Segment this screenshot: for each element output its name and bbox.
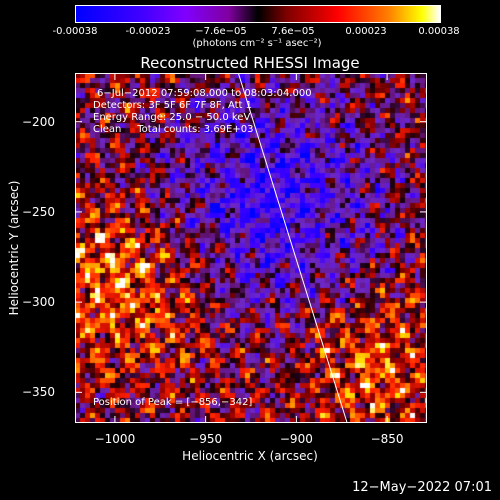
plot-frame [75,73,427,423]
plot-timestamp: 12−May−2022 07:01 [352,480,492,495]
colorbar-tick-label: -0.00038 [52,26,98,37]
y-tick-label: −250 [22,204,55,219]
y-tick-label: −300 [22,295,55,310]
colorbar [75,5,441,23]
plot-overlay [75,73,427,423]
colorbar-tick-label: 0.00038 [418,26,460,37]
y-tick-label: −200 [22,114,55,129]
colorbar-tick-label: 0.00023 [345,26,387,37]
heatmap-image [75,73,427,423]
energy-range-label: Energy Range: 25.0 − 50.0 keV [93,112,251,123]
x-tick-label: −900 [279,432,313,446]
plot-area [75,73,427,423]
x-tick-label: −1000 [94,432,136,446]
colorbar-tick-label: 7.6e−05 [271,26,315,37]
chart-title: Reconstructed RHESSI Image [140,54,360,72]
colorbar-tick-label: −7.6e−05 [195,26,247,37]
clean-counts-label: Clean Total counts: 3.69E+03 [93,124,254,135]
y-axis-label: Heliocentric Y (arcsec) [7,180,21,316]
detectors-label: Detectors: 3F 5F 6F 7F 8F, Att 1 [93,100,253,111]
x-tick-label: −950 [189,432,223,446]
x-tick-label: −850 [370,432,404,446]
colorbar-units: (photons cm⁻² s⁻¹ asec⁻²) [192,38,322,49]
x-axis-label: Heliocentric X (arcsec) [182,449,318,463]
colorbar-tick-label: -0.00023 [125,26,171,37]
solar-limb-line [237,73,348,423]
peak-position-label: Position of Peak = [−856,−342] [93,397,253,408]
time-range-label: 6−Jul−2012 07:59:08.000 to 08:03:04.000 [97,88,312,99]
y-tick-label: −350 [22,385,55,400]
